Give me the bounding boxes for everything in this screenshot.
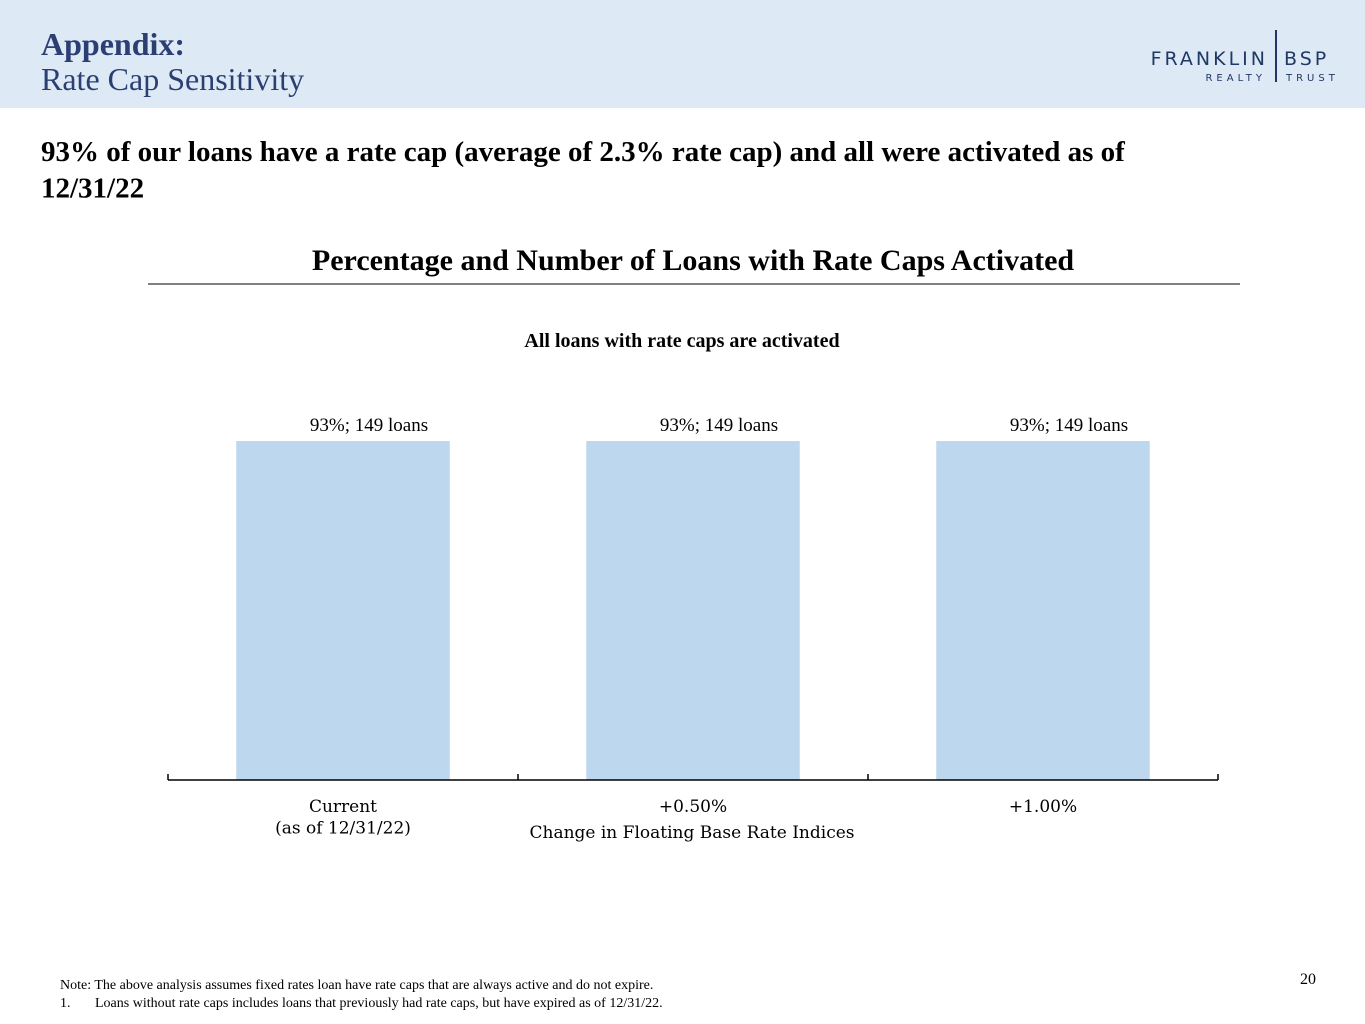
bar <box>236 441 450 780</box>
chart-title: Percentage and Number of Loans with Rate… <box>312 244 1075 277</box>
bar <box>586 441 800 780</box>
footnote-number: 1. <box>60 996 71 1011</box>
headline: 93% of our loans have a rate cap (averag… <box>41 136 1125 204</box>
bar <box>936 441 1150 780</box>
header-band <box>0 0 1365 108</box>
x-axis-title: Change in Floating Base Rate Indices <box>529 823 854 843</box>
x-tick-label: Current (as of 12/31/22) <box>275 797 411 838</box>
logo-sub-left: REALTY <box>1205 73 1266 84</box>
data-label: 93%; 149 loans <box>660 415 778 436</box>
logo-right: BSP <box>1284 48 1329 70</box>
footnote: Note: The above analysis assumes fixed r… <box>60 978 653 993</box>
footnote-item: Loans without rate caps includes loans t… <box>95 996 663 1011</box>
data-label: 93%; 149 loans <box>1010 415 1128 436</box>
header-title: Appendix: <box>41 26 185 62</box>
logo-left: FRANKLIN <box>1151 48 1268 70</box>
page-number: 20 <box>1300 971 1316 988</box>
chart-subtitle: All loans with rate caps are activated <box>524 330 839 352</box>
x-tick-label: +0.50% <box>659 797 727 817</box>
x-tick-label: +1.00% <box>1009 797 1077 817</box>
data-label: 93%; 149 loans <box>310 415 428 436</box>
logo-sub-right: TRUST <box>1285 73 1339 84</box>
header-subtitle: Rate Cap Sensitivity <box>41 61 304 97</box>
